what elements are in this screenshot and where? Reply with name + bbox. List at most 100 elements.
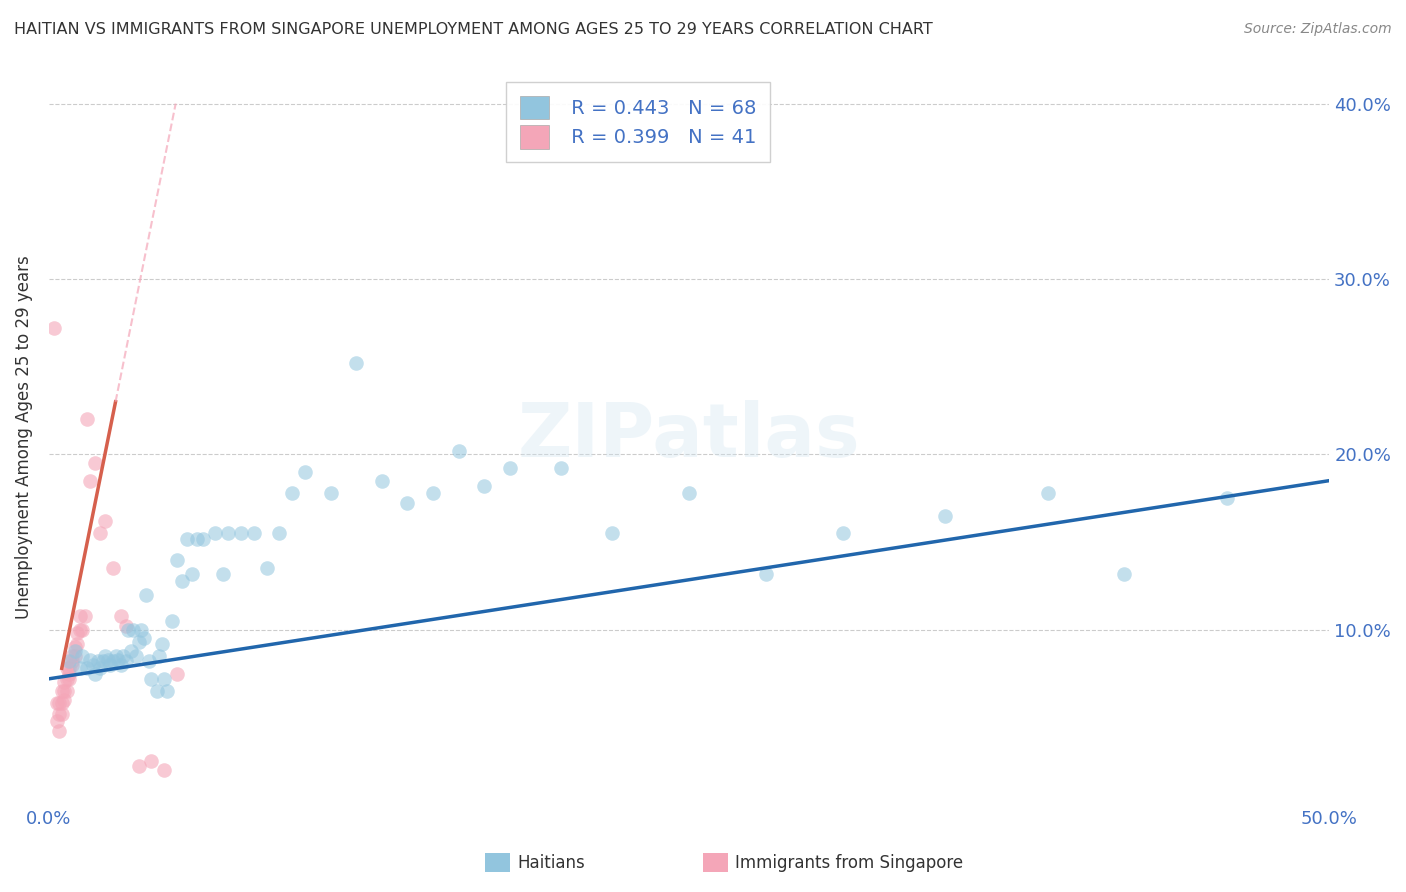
Point (60, 648, 83, 663)
Point (229, 526, 252, 541)
Point (100, 657, 122, 672)
Text: Source: ZipAtlas.com: Source: ZipAtlas.com (1244, 22, 1392, 37)
Point (94, 514, 117, 528)
Point (58, 672, 80, 686)
Point (58, 654, 80, 668)
Point (269, 526, 291, 541)
Point (107, 652, 129, 666)
Point (84, 456, 107, 470)
Point (135, 588, 157, 602)
Point (447, 443, 470, 458)
Point (172, 574, 194, 588)
Point (281, 486, 304, 500)
Text: Immigrants from Singapore: Immigrants from Singapore (735, 854, 963, 871)
Point (53, 684, 76, 698)
Point (101, 561, 124, 575)
Point (344, 356, 367, 370)
Point (51, 706, 73, 721)
Point (51, 697, 73, 711)
Point (48, 697, 70, 711)
Point (217, 526, 239, 541)
Point (166, 552, 188, 566)
Point (104, 648, 127, 663)
Point (66, 626, 89, 640)
Point (550, 461, 572, 475)
Point (94, 648, 117, 663)
Point (319, 486, 342, 500)
Point (141, 754, 163, 768)
Point (472, 479, 495, 493)
Point (97, 652, 120, 666)
Point (371, 474, 394, 488)
Text: ZIPatlas: ZIPatlas (517, 401, 860, 474)
Point (191, 532, 214, 546)
Point (934, 508, 956, 523)
Point (114, 654, 136, 668)
Point (56, 672, 79, 686)
Point (129, 623, 152, 637)
Point (42, 321, 65, 335)
Point (831, 526, 853, 541)
Point (125, 648, 148, 663)
Point (60, 654, 83, 668)
Y-axis label: Unemployment Among Ages 25 to 29 years: Unemployment Among Ages 25 to 29 years (15, 255, 32, 619)
Point (69, 661, 91, 675)
Point (63, 640, 86, 655)
Point (176, 532, 198, 546)
Point (58, 661, 80, 675)
Point (755, 566, 778, 581)
Point (48, 724, 70, 739)
Point (53, 693, 76, 707)
Point (45, 714, 67, 728)
Point (110, 657, 132, 672)
Point (204, 526, 226, 541)
Point (72, 648, 94, 663)
Point (422, 486, 444, 500)
Point (110, 608, 132, 623)
Legend:  R = 0.443   N = 68,  R = 0.399   N = 41: R = 0.443 N = 68, R = 0.399 N = 41 (506, 82, 769, 162)
Point (58, 666, 80, 681)
Point (45, 697, 67, 711)
Point (72, 623, 94, 637)
Point (138, 654, 160, 668)
Point (153, 763, 176, 777)
Point (120, 644, 142, 658)
Point (53, 675, 76, 690)
Point (101, 654, 124, 668)
Point (145, 684, 167, 698)
Point (66, 637, 89, 651)
Point (91, 654, 114, 668)
Point (51, 684, 73, 698)
Point (678, 486, 700, 500)
Text: HAITIAN VS IMMIGRANTS FROM SINGAPORE UNEMPLOYMENT AMONG AGES 25 TO 29 YEARS CORR: HAITIAN VS IMMIGRANTS FROM SINGAPORE UNE… (14, 22, 932, 37)
Point (73, 608, 96, 623)
Point (84, 666, 107, 681)
Point (212, 566, 235, 581)
Point (56, 661, 79, 675)
Point (128, 635, 150, 649)
Point (69, 623, 91, 637)
Text: Haitians: Haitians (517, 854, 585, 871)
Point (89, 526, 111, 541)
Point (117, 623, 139, 637)
Point (256, 561, 278, 575)
Point (76, 412, 98, 426)
Point (48, 706, 70, 721)
Point (150, 637, 173, 651)
Point (166, 666, 188, 681)
Point (79, 474, 101, 488)
Point (1114, 566, 1136, 581)
Point (76, 661, 98, 675)
Point (148, 648, 170, 663)
Point (294, 465, 316, 479)
Point (396, 496, 419, 510)
Point (89, 661, 111, 675)
Point (499, 461, 522, 475)
Point (128, 759, 150, 773)
Point (112, 648, 135, 663)
Point (79, 652, 101, 666)
Point (1216, 491, 1239, 505)
Point (63, 644, 86, 658)
Point (186, 532, 208, 546)
Point (56, 684, 79, 698)
